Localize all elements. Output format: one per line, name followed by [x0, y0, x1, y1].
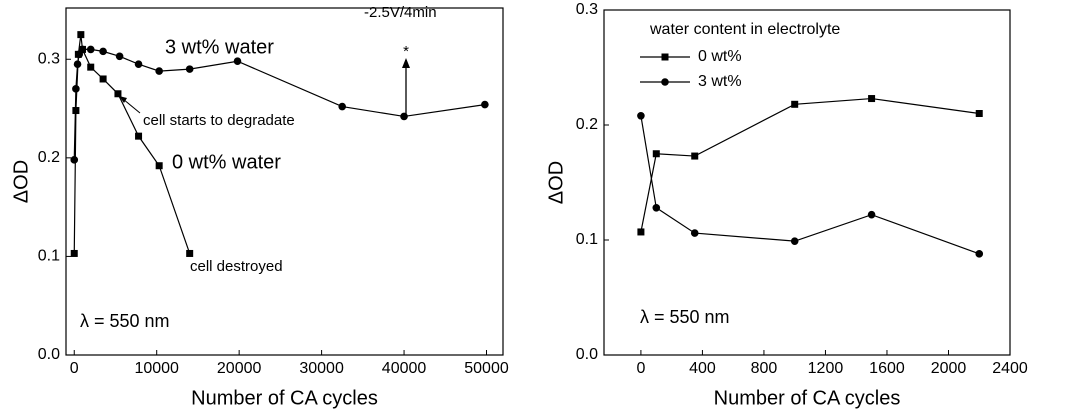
arrow-head [119, 96, 127, 103]
data-point [115, 52, 124, 61]
x-axis-label: Number of CA cycles [714, 387, 901, 409]
data-point [233, 57, 242, 66]
data-point [481, 100, 489, 109]
x-tick-label: 1600 [869, 360, 905, 377]
arrow-head [402, 58, 410, 68]
y-tick-label: 0.2 [38, 149, 60, 166]
data-point [975, 110, 983, 117]
annotation: λ = 550 nm [80, 311, 170, 331]
data-point [975, 250, 984, 258]
legend-label: 3 wt% [698, 73, 742, 90]
data-point [99, 75, 107, 83]
x-axis-label: Number of CA cycles [191, 387, 378, 409]
x-tick-label: 2400 [992, 360, 1028, 377]
data-point [690, 229, 699, 237]
data-point [114, 90, 122, 98]
data-point [691, 152, 699, 160]
data-point [70, 156, 79, 164]
data-point [186, 249, 194, 257]
annotation: λ = 550 nm [640, 307, 730, 327]
data-point [868, 95, 876, 103]
data-point [155, 162, 163, 170]
y-tick-label: 0.3 [38, 50, 60, 67]
annotation: * [403, 43, 409, 60]
annotation: 3 wt% water [165, 36, 274, 58]
data-point [867, 210, 876, 219]
data-point [637, 112, 645, 120]
data-point [86, 45, 95, 54]
y-tick-label: 0.3 [576, 1, 598, 18]
data-point [637, 228, 645, 236]
plot-frame [603, 9, 1011, 356]
y-tick-label: 0.1 [576, 231, 598, 248]
legend-marker [661, 53, 669, 61]
x-tick-label: 30000 [299, 360, 344, 377]
legend-marker [661, 78, 669, 86]
legend-label: 0 wt% [698, 48, 742, 65]
annotation: cell destroyed [190, 258, 283, 275]
x-tick-label: 40000 [382, 360, 427, 377]
x-tick-label: 2000 [931, 360, 967, 377]
data-point [78, 45, 87, 54]
data-point [87, 63, 95, 71]
data-point [791, 100, 799, 108]
data-point [790, 237, 799, 245]
data-point [185, 65, 194, 73]
x-tick-label: 400 [689, 360, 716, 377]
x-tick-label: 0 [70, 360, 79, 377]
data-point [652, 150, 660, 158]
data-point [135, 132, 143, 140]
x-tick-label: 20000 [217, 360, 262, 377]
data-point [72, 85, 80, 93]
x-tick-label: 1200 [808, 360, 844, 377]
x-tick-label: 0 [636, 360, 645, 377]
data-point [70, 249, 78, 257]
y-tick-label: 0.0 [576, 346, 598, 363]
data-point [77, 31, 85, 39]
y-tick-label: 0.0 [38, 346, 60, 363]
data-point [338, 102, 347, 111]
y-axis-label: ΔOD [10, 160, 32, 203]
x-tick-label: 10000 [134, 360, 179, 377]
data-point [652, 204, 661, 212]
x-tick-label: 50000 [464, 360, 509, 377]
series-line [640, 115, 980, 255]
plot-frame [65, 7, 504, 356]
annotation: 0 wt% water [172, 151, 281, 173]
data-point [99, 47, 107, 56]
y-tick-label: 0.1 [38, 248, 60, 265]
data-point [73, 60, 82, 68]
arrow [122, 98, 141, 114]
data-point [155, 67, 163, 75]
annotation: cell starts to degradate [143, 112, 295, 129]
y-axis-label: ΔOD [545, 161, 567, 204]
data-point [400, 112, 408, 121]
data-point [134, 60, 143, 68]
x-tick-label: 800 [751, 360, 778, 377]
legend-title: water content in electrolyte [649, 21, 840, 38]
annotation: -2.5V/4min [364, 4, 437, 21]
series-line [640, 97, 980, 233]
y-tick-label: 0.2 [576, 116, 598, 133]
